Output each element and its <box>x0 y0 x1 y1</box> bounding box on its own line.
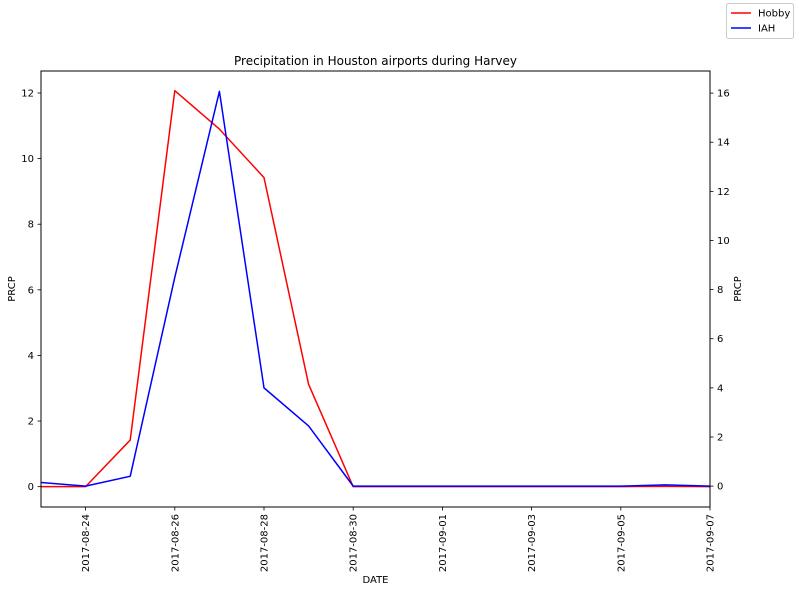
legend: Hobby IAH <box>726 3 794 39</box>
right-tick-label: 2 <box>717 432 723 443</box>
left-tick-label: 12 <box>21 88 34 99</box>
right-tick-label: 8 <box>717 285 723 296</box>
x-tick-label: 2017-09-07 <box>706 514 717 572</box>
right-tick-label: 12 <box>717 187 730 198</box>
legend-hobby-label: Hobby <box>758 9 790 20</box>
x-axis-label: DATE <box>362 575 388 586</box>
x-tick-label: 2017-08-26 <box>170 514 181 572</box>
right-y-axis-label: PRCP <box>733 276 744 302</box>
legend-iah-label: IAH <box>758 24 775 35</box>
right-tick-label: 16 <box>717 89 730 100</box>
x-tick-label: 2017-08-24 <box>81 514 92 572</box>
left-tick-label: 2 <box>28 417 34 428</box>
left-tick-label: 0 <box>28 482 34 493</box>
right-tick-label: 14 <box>717 138 730 149</box>
right-tick-label: 6 <box>717 334 723 345</box>
x-tick-label: 2017-08-28 <box>260 514 271 572</box>
left-y-axis: 0 2 4 6 8 10 12 <box>21 88 41 493</box>
left-tick-label: 8 <box>28 220 34 231</box>
series-line-iah <box>41 90 710 487</box>
right-y-axis: 0 2 4 6 8 10 12 14 16 <box>710 89 730 493</box>
left-tick-label: 4 <box>28 351 34 362</box>
chart-title: Precipitation in Houston airports during… <box>234 54 517 68</box>
right-tick-label: 0 <box>717 482 723 493</box>
x-axis: 2017-08-24 2017-08-26 2017-08-28 2017-08-30… <box>81 507 717 572</box>
left-tick-label: 6 <box>28 285 34 296</box>
left-y-axis-label: PRCP <box>7 276 18 302</box>
right-tick-label: 10 <box>717 236 730 247</box>
x-tick-label: 2017-08-30 <box>349 514 360 572</box>
right-tick-label: 4 <box>717 383 723 394</box>
x-tick-label: 2017-09-05 <box>616 514 627 572</box>
x-tick-label: 2017-09-03 <box>527 514 538 572</box>
plot-frame <box>40 70 711 508</box>
series-layer <box>41 89 710 488</box>
x-tick-label: 2017-09-01 <box>438 514 449 572</box>
left-tick-label: 10 <box>21 154 34 165</box>
